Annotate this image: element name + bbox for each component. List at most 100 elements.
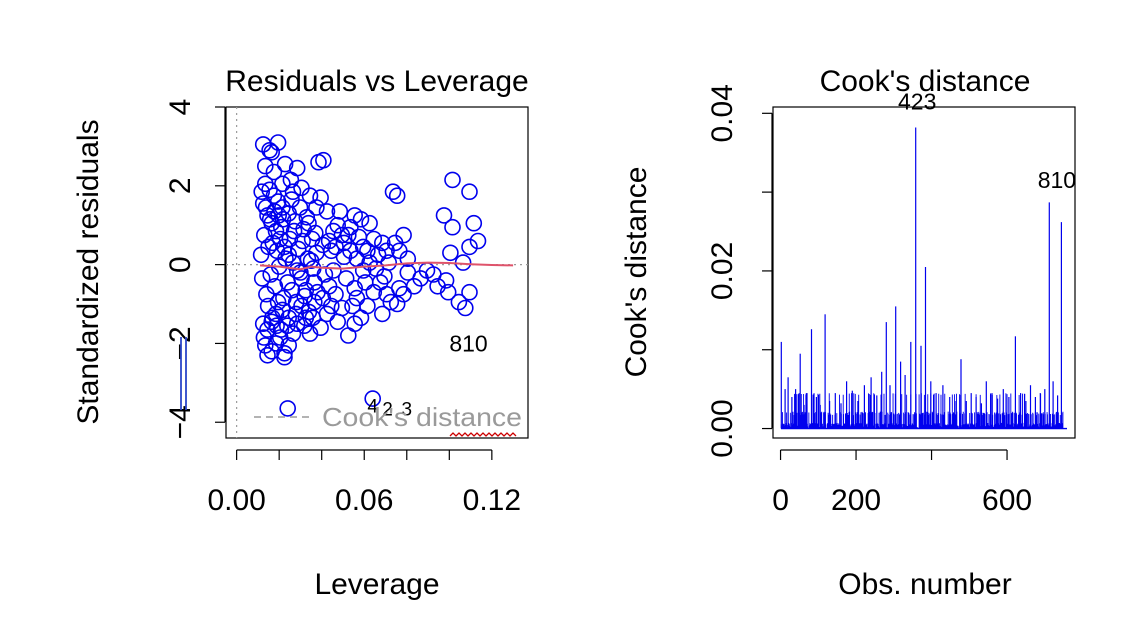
residual-point [265,163,283,181]
left-x-tick-label: 0.00 [207,484,265,517]
residual-point [276,155,294,173]
residual-point [305,293,323,311]
residual-point [302,252,320,270]
residual-point [399,264,417,281]
residual-point [287,305,305,323]
right-x-axis: 0 200 600 [772,449,1032,517]
right-x-tick-label: 0 [772,484,789,517]
residual-point [325,222,342,240]
residual-point [350,228,368,246]
residual-point [373,234,391,252]
residual-point [380,254,398,271]
residual-point [348,289,366,307]
residual-point [272,218,290,236]
residual-point [399,250,417,268]
residual-point [388,295,406,313]
residual-point [284,183,302,200]
residual-point [254,195,272,212]
residual-point [292,264,309,281]
residual-point [274,211,292,228]
residual-point [386,234,404,252]
point-annotation: 423 [898,88,936,114]
residual-point [259,346,276,364]
right-y-tick-label: 0.00 [706,399,739,457]
residual-point [304,309,322,327]
residual-point [264,234,282,252]
residual-point [254,315,272,333]
residual-point [268,317,285,335]
residual-point [288,262,306,279]
residual-point [325,262,342,279]
residual-point [405,277,423,295]
residual-point [259,321,276,338]
residual-point [333,226,351,244]
residual-point [263,144,281,161]
residual-point [266,277,284,295]
residual-point [308,199,325,216]
right-y-axis-label: Cook's distance [620,167,653,378]
residual-point [253,183,271,200]
left-x-tick-label: 0.06 [335,484,393,517]
residual-point [285,222,303,240]
residual-point [331,203,349,220]
spellcheck-underline [449,432,517,437]
residual-point [359,242,376,260]
residual-point [291,199,309,216]
residual-point [442,244,459,262]
residual-point [444,171,461,189]
right-x-tick-label: 200 [831,484,881,517]
right-y-tick-label: 0.04 [706,84,739,142]
left-chart-title: Residuals vs Leverage [225,65,529,98]
point-annotation: 810 [449,330,487,356]
residual-point [288,159,306,177]
residual-point [256,337,274,354]
point-annotation: 810 [1038,167,1076,193]
residual-point [439,283,457,301]
residual-point [329,216,347,234]
residual-point [256,175,274,193]
residual-point [461,283,478,301]
residual-point [388,187,406,204]
residual-point [373,305,391,323]
residual-point [257,199,275,216]
residual-point [312,189,329,206]
residual-point [352,211,370,228]
left-x-tick-label: 0.12 [463,484,521,517]
smooth-line [259,261,514,271]
residual-point [261,211,279,228]
right-y-tick-label: 0.02 [706,242,739,300]
cooks-distance-legend: Cook's distance [254,402,522,437]
residual-point [288,315,306,333]
residual-point [378,285,395,303]
residual-point [281,230,299,248]
residual-point [461,183,478,200]
residual-point [260,238,277,256]
left-y-tick-label: 4 [164,99,197,116]
residual-point [444,218,461,236]
residual-point [384,183,402,200]
residual-point [346,279,364,297]
residual-point [299,250,317,268]
left-y-tick-label: −4 [164,405,197,439]
residual-point [279,274,297,291]
point-annotation: 3 [402,400,413,421]
residual-point [269,293,287,311]
residual-point [364,390,382,407]
left-y-tick-label: 0 [164,256,197,273]
residual-point [279,400,297,417]
residual-point [450,293,468,311]
left-x-axis-label: Leverage [314,568,439,601]
right-y-axis: 0.00 0.02 0.04 [706,84,773,458]
left-plot-frame [225,106,529,439]
residual-point [465,214,483,232]
residual-point [329,313,347,331]
left-x-axis: 0.00 0.06 0.12 [207,449,521,517]
residual-point [342,242,359,260]
residual-point [287,293,305,311]
residual-point [315,151,332,169]
left-y-axis-label: Standardized residuals [72,119,105,424]
residual-point [318,203,336,220]
residual-point [289,240,307,258]
